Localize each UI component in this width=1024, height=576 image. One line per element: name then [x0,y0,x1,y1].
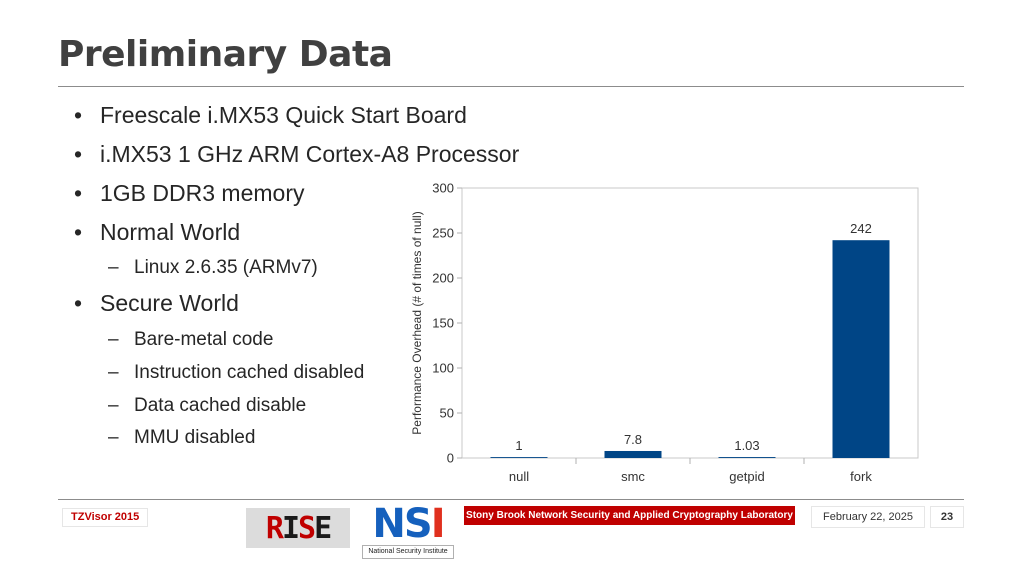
sub-bullet-dash: – [108,362,119,383]
bullet-item: • i.MX53 1 GHz ARM Cortex-A8 Processor [74,141,519,168]
y-tick-label: 100 [432,361,454,376]
sub-bullet-dash: – [108,329,119,350]
data-label-fork: 242 [850,221,872,236]
sub-bullet-dash: – [108,257,119,278]
slide-title: Preliminary Data [58,34,393,75]
bullet-dot: • [74,290,83,316]
data-label-null: 1 [515,438,522,453]
sub-bullet-text: Bare-metal code [134,329,274,350]
x-tick-label: smc [621,469,645,484]
page-number: 23 [930,506,964,528]
bullet-item: • Normal World [74,219,240,246]
x-tick-label: null [509,469,529,484]
bar-getpid [718,457,776,458]
data-label-smc: 7.8 [624,432,642,447]
bullet-text: 1GB DDR3 memory [100,180,305,206]
bullet-item: • Secure World [74,290,239,317]
bar-smc [604,450,662,458]
sub-bullet-item: – Data cached disable [108,395,306,417]
bullet-text: Normal World [100,219,241,245]
bar-null [490,457,548,458]
sub-bullet-item: – Instruction cached disabled [108,362,364,384]
sub-bullet-text: Linux 2.6.35 (ARMv7) [134,257,318,278]
nsi-caption: National Security Institute [362,545,454,559]
bar-fork [832,240,890,458]
x-tick-label: getpid [729,469,764,484]
nsi-mark: NSI [372,501,445,547]
sub-bullet-dash: – [108,427,119,448]
sub-bullet-item: – Bare-metal code [108,329,273,351]
sub-bullet-text: MMU disabled [134,427,256,448]
y-tick-label: 250 [432,226,454,241]
bullet-item: • 1GB DDR3 memory [74,180,304,207]
bullet-dot: • [74,141,83,167]
nsi-logo: NSI National Security Institute [362,501,454,559]
title-divider [58,86,964,87]
sub-bullet-text: Data cached disable [134,395,307,416]
performance-bar-chart: 0 50 100 150 200 250 300 null smc getpid fork 1 7.8 1… [410,181,919,484]
y-tick-label: 0 [447,451,454,466]
sub-bullet-item: – MMU disabled [108,427,255,449]
sub-bullet-text: Instruction cached disabled [134,362,365,383]
y-tick-label: 300 [432,181,454,196]
bullet-text: Secure World [100,290,239,316]
footer-divider [58,499,964,500]
bullet-item: • Freescale i.MX53 Quick Start Board [74,102,467,129]
bullet-text: i.MX53 1 GHz ARM Cortex-A8 Processor [100,141,520,167]
x-tick-label: fork [850,469,872,484]
bullet-text: Freescale i.MX53 Quick Start Board [100,102,467,128]
y-tick-label: 50 [440,406,454,421]
slide-date: February 22, 2025 [811,506,925,528]
sub-bullet-dash: – [108,395,119,416]
y-tick-label: 150 [432,316,454,331]
conference-label: TZVisor 2015 [62,508,149,527]
y-axis-title: Performance Overhead (# of times of null… [410,211,424,434]
bullet-dot: • [74,219,83,245]
bullet-dot: • [74,102,83,128]
lab-name-banner: Stony Brook Network Security and Applied… [464,506,795,525]
y-tick-label: 200 [432,271,454,286]
sub-bullet-item: – Linux 2.6.35 (ARMv7) [108,257,318,279]
bullet-dot: • [74,180,83,206]
data-label-getpid: 1.03 [734,438,759,453]
